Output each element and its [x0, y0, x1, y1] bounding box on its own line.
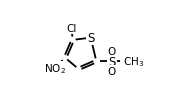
- Text: O: O: [108, 67, 116, 76]
- Text: S: S: [108, 55, 116, 68]
- Text: Cl: Cl: [66, 24, 76, 34]
- Text: NO$_2$: NO$_2$: [44, 62, 65, 76]
- Text: S: S: [87, 32, 94, 45]
- Text: CH$_3$: CH$_3$: [123, 55, 144, 68]
- Text: O: O: [108, 47, 116, 57]
